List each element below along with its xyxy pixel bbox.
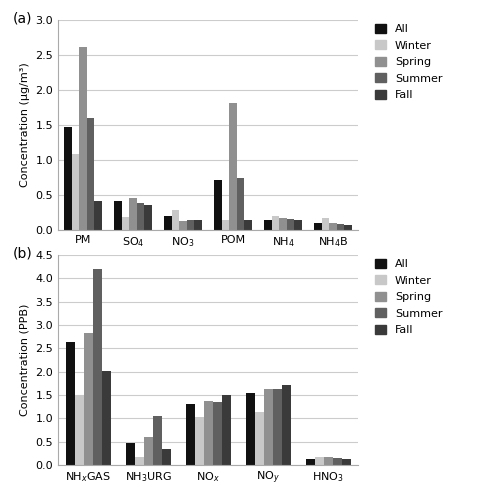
Bar — [64, 127, 72, 230]
Bar — [330, 223, 337, 230]
Bar — [114, 200, 122, 230]
Y-axis label: Concentration (µg/m³): Concentration (µg/m³) — [20, 62, 30, 188]
Bar — [75, 395, 84, 465]
Bar — [237, 178, 244, 230]
Bar — [294, 220, 302, 230]
Legend: All, Winter, Spring, Summer, Fall: All, Winter, Spring, Summer, Fall — [373, 22, 445, 102]
Bar — [125, 443, 135, 465]
Bar — [135, 457, 144, 465]
Bar — [72, 154, 79, 230]
Bar — [306, 459, 315, 465]
Bar — [322, 218, 330, 230]
Bar — [222, 220, 229, 230]
Bar — [245, 392, 255, 465]
Bar — [180, 221, 187, 230]
Bar — [345, 225, 352, 230]
Bar — [172, 210, 180, 230]
Y-axis label: Concentration (PPB): Concentration (PPB) — [20, 304, 30, 416]
Bar — [102, 370, 110, 465]
Bar — [65, 342, 75, 465]
Bar — [244, 220, 252, 230]
Bar — [129, 198, 137, 230]
Bar — [315, 223, 322, 230]
Bar — [279, 218, 287, 230]
Bar — [214, 180, 222, 230]
Bar — [324, 457, 333, 465]
Legend: All, Winter, Spring, Summer, Fall: All, Winter, Spring, Summer, Fall — [373, 256, 445, 338]
Bar — [255, 412, 264, 465]
Bar — [333, 458, 342, 465]
Bar — [162, 449, 170, 465]
Text: (b): (b) — [13, 246, 33, 260]
Bar — [195, 418, 204, 465]
Bar — [272, 389, 282, 465]
Bar — [204, 400, 212, 465]
Bar — [122, 216, 129, 230]
Bar — [264, 220, 272, 230]
Bar — [282, 384, 290, 465]
Bar — [144, 437, 152, 465]
Bar — [185, 404, 195, 465]
Bar — [165, 216, 172, 230]
Bar — [272, 216, 279, 230]
Bar — [222, 394, 230, 465]
Bar — [229, 104, 237, 230]
Bar — [152, 416, 162, 465]
Bar — [144, 205, 152, 230]
Bar — [79, 46, 87, 230]
Bar — [212, 402, 222, 465]
Bar — [94, 200, 102, 230]
Bar — [264, 389, 272, 465]
Bar — [337, 224, 345, 230]
Bar — [87, 118, 94, 230]
Bar — [137, 204, 144, 230]
Bar — [84, 333, 92, 465]
Text: (a): (a) — [13, 12, 32, 26]
Bar — [315, 457, 324, 465]
Bar — [187, 220, 195, 230]
Bar — [92, 269, 102, 465]
Bar — [195, 220, 202, 230]
Bar — [342, 460, 350, 465]
Bar — [287, 219, 294, 230]
